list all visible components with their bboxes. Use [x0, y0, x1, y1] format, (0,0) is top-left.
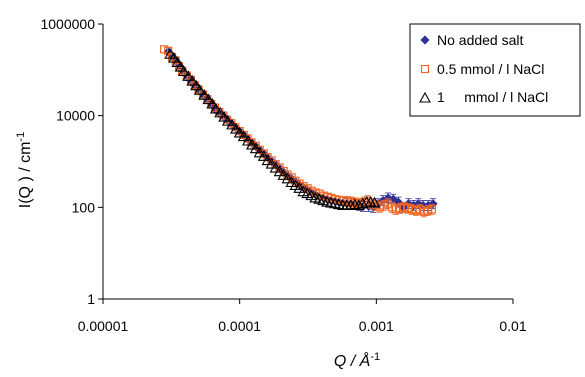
data-point — [221, 114, 234, 126]
legend: No added salt 0.5 mmol / l NaCl 1 mmol /… — [409, 23, 581, 117]
data-point — [242, 134, 254, 146]
legend-marker-shape — [419, 91, 431, 103]
data-point — [206, 97, 219, 109]
data-point — [299, 182, 308, 191]
data-point — [182, 70, 195, 81]
data-point — [352, 199, 365, 210]
data-point — [253, 146, 266, 158]
y-axis-label-superscript: -1 — [15, 132, 27, 142]
legend-marker-shape — [420, 64, 430, 74]
data-point — [171, 56, 184, 67]
data-point — [202, 93, 215, 105]
y-tick-label: 100 — [72, 199, 96, 215]
data-point — [269, 161, 282, 173]
data-point — [257, 150, 270, 161]
data-point — [261, 154, 274, 166]
x-tick-label: 0.00001 — [78, 318, 129, 334]
legend-label: No added salt — [437, 32, 524, 48]
data-points — [160, 45, 438, 218]
y-axis-label-text: I(Q ) / cm — [17, 142, 34, 209]
x-tick-label: 0.01 — [499, 318, 526, 334]
data-point — [237, 130, 250, 142]
axes: 0.00001 0.0001 0.001 0.01 1 100 10000 1000000 — [40, 16, 526, 334]
y-tick-label: 1000000 — [40, 16, 95, 32]
legend-item-no-added-salt: No added salt — [420, 32, 524, 48]
data-point — [415, 205, 424, 214]
data-point — [198, 89, 211, 100]
data-point — [265, 157, 278, 169]
data-point — [186, 74, 199, 86]
data-point — [285, 176, 298, 187]
data-point — [356, 197, 369, 209]
x-tick-label: 0.001 — [359, 318, 394, 334]
data-point — [249, 142, 262, 154]
data-point — [226, 118, 239, 130]
data-point — [293, 182, 306, 193]
data-point — [218, 110, 231, 122]
x-axis-label-superscript: -1 — [370, 351, 380, 363]
data-point — [167, 52, 180, 63]
legend-marker-square — [420, 64, 430, 74]
series-1 — [160, 45, 436, 218]
data-point — [246, 138, 258, 150]
y-tick-label: 10000 — [56, 108, 95, 124]
data-point — [190, 79, 203, 91]
legend-item-1-mmol-nacl: 1 mmol / l NaCl — [419, 89, 548, 105]
series-2 — [164, 48, 381, 210]
legend-marker-triangle — [419, 91, 431, 103]
x-axis-label-text: Q / Å — [334, 351, 370, 370]
data-point — [427, 205, 436, 214]
data-point — [273, 165, 286, 177]
x-tick-label: 0.0001 — [218, 318, 261, 334]
y-axis-label: I(Q ) / cm-1 — [15, 132, 34, 208]
data-point — [214, 106, 227, 118]
data-point — [177, 65, 190, 77]
legend-box — [409, 23, 581, 117]
data-point — [209, 102, 222, 114]
legend-label: 1 mmol / l NaCl — [437, 89, 548, 105]
data-point — [391, 205, 400, 214]
data-point — [281, 172, 294, 184]
data-point — [368, 196, 381, 208]
x-axis-label: Q / Å-1 — [334, 351, 380, 370]
legend-marker-diamond — [420, 35, 430, 45]
data-point — [277, 169, 290, 180]
legend-label: 0.5 mmol / l NaCl — [437, 61, 544, 77]
data-point — [230, 122, 242, 134]
legend-item-0-5-mmol-nacl: 0.5 mmol / l NaCl — [420, 61, 544, 77]
data-point — [164, 48, 177, 59]
data-point — [344, 199, 357, 210]
data-point — [233, 126, 246, 138]
data-point — [193, 84, 206, 95]
y-tick-label: 1 — [87, 291, 95, 307]
legend-marker-shape — [420, 35, 430, 45]
